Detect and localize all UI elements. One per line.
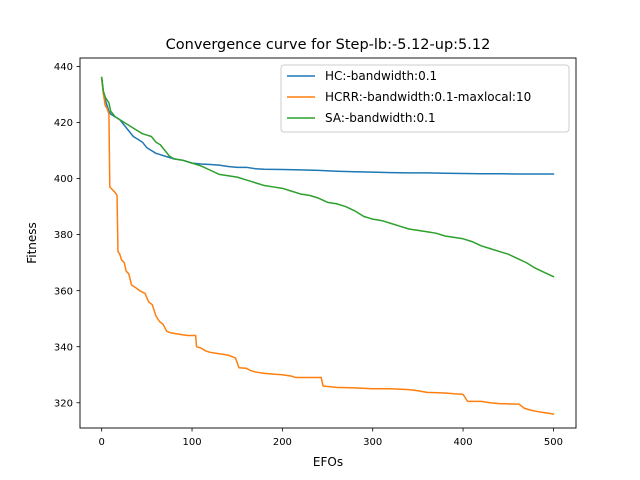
plot-area	[100, 76, 555, 415]
y-tick-label: 320	[54, 398, 73, 409]
series-line-3	[100, 76, 555, 278]
plot-frame	[79, 57, 577, 429]
series-layer	[100, 76, 555, 415]
legend-label-3: SA:-bandwidth:0.1	[325, 111, 436, 125]
x-tick-label: 400	[454, 437, 473, 448]
chart-title: Convergence curve for Step-lb:-5.12-up:5…	[166, 37, 491, 53]
series-line-1	[100, 76, 555, 175]
y-tick-label: 440	[54, 62, 73, 73]
x-tick-label: 300	[363, 437, 382, 448]
y-tick-label: 360	[54, 286, 73, 297]
legend-label-1: HC:-bandwidth:0.1	[325, 69, 437, 83]
x-tick-label: 500	[544, 437, 563, 448]
x-tick-label: 200	[273, 437, 292, 448]
x-axis-ticks: 0 100 200 300 400 500	[98, 428, 563, 448]
legend-entries: HC:-bandwidth:0.1 HCRR:-bandwidth:0.1-max…	[287, 69, 531, 125]
series-line-2	[100, 76, 555, 415]
legend: HC:-bandwidth:0.1 HCRR:-bandwidth:0.1-max…	[280, 64, 570, 133]
x-tick-label: 100	[182, 437, 201, 448]
y-tick-label: 400	[54, 174, 73, 185]
x-axis-label: EFOs	[313, 455, 343, 469]
legend-box	[280, 64, 570, 133]
y-tick-label: 420	[54, 118, 73, 129]
y-axis-ticks: 320 340 360 380 400 420 440	[54, 62, 80, 409]
x-tick-label: 0	[98, 437, 104, 448]
legend-label-2: HCRR:-bandwidth:0.1-maxlocal:10	[325, 90, 531, 104]
y-tick-label: 340	[54, 342, 73, 353]
y-tick-label: 380	[54, 230, 73, 241]
y-axis-label: Fitness	[25, 222, 39, 264]
